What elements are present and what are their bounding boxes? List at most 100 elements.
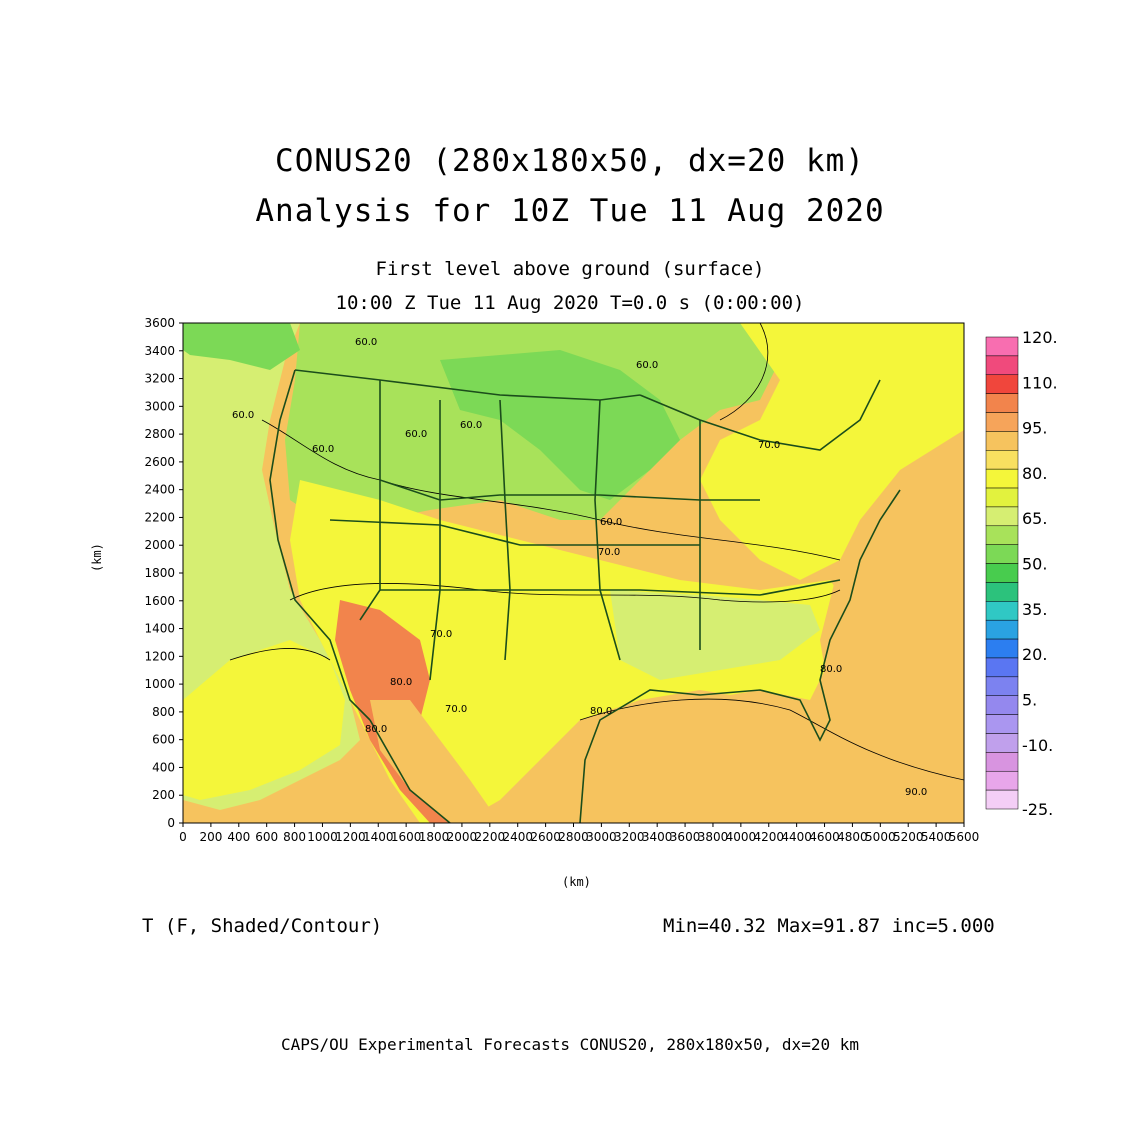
x-tick-label: 4400: [781, 830, 812, 844]
gulf-atlantic-coastline: [579, 489, 901, 823]
state-line: [379, 479, 760, 501]
y-tick-label: 2200: [144, 510, 175, 524]
contour-label: 60.0: [636, 360, 658, 371]
colorbar-label: 50.: [1022, 555, 1047, 574]
colorbar-swatch: [985, 752, 1019, 772]
contour-label: 80.0: [820, 664, 842, 675]
contour-label-group: 60.0 60.0 60.0 60.0 60.0 60.0 70.0 60.0 …: [232, 337, 927, 798]
contour-label: 70.0: [445, 704, 467, 715]
gulf-warm-field: [560, 690, 964, 823]
y-tick-label: 1600: [144, 594, 175, 608]
colorbar-label: 20.: [1022, 645, 1047, 664]
y-tick-label: 600: [152, 733, 175, 747]
colorbar-swatch: [985, 601, 1019, 621]
colorbar-label: 35.: [1022, 600, 1047, 619]
y-tick-label: 0: [167, 816, 175, 830]
colorbar-label: 120.: [1022, 328, 1058, 347]
y-axis: 0 200 400 600 800 1000 1200 1400 1600 1800 2000 220…: [144, 316, 183, 830]
colorbar-swatch: [985, 450, 1019, 470]
x-tick-label: 1800: [419, 830, 450, 844]
x-tick-label: 5000: [865, 830, 896, 844]
colorbar-swatch: [985, 657, 1019, 678]
y-tick-label: 1400: [144, 622, 175, 636]
x-tick-label: 3200: [614, 830, 645, 844]
y-tick-label: 1200: [144, 649, 175, 663]
contour-label: 60.0: [600, 517, 622, 528]
contour-line: [719, 323, 769, 421]
x-tick-label: 1200: [335, 830, 366, 844]
contour-label: 60.0: [232, 410, 254, 421]
colorbar-swatch: [985, 770, 1019, 791]
x-tick-label: 2800: [558, 830, 589, 844]
colorbar-swatch: [985, 638, 1019, 659]
contour-line: [229, 648, 331, 661]
contour-label: 60.0: [460, 420, 482, 431]
contour-lines: [229, 323, 964, 781]
state-line: [499, 399, 511, 661]
colorbar-swatch: [985, 619, 1019, 640]
y-tick-label: 200: [152, 788, 175, 802]
state-line: [594, 399, 621, 661]
x-tick-label: 200: [199, 830, 222, 844]
colorbar-swatch: [985, 563, 1019, 583]
x-tick-label: 5200: [893, 830, 924, 844]
us-canada-border: [294, 369, 641, 401]
colorbar-swatch: [985, 714, 1019, 734]
y-tick-label: 2800: [144, 427, 175, 441]
variable-label: T (F, Shaded/Contour): [142, 915, 383, 937]
contour-line: [261, 419, 841, 561]
state-line: [380, 579, 841, 596]
colorbar: 120. 110. 95. 80. 65. 50. 35. 20. 5. -10. -25.: [985, 328, 1058, 819]
x-tick-label: 4200: [753, 830, 784, 844]
plot-subtitle-time: 10:00 Z Tue 11 Aug 2020 T=0.0 s (0:00:00…: [335, 292, 805, 314]
temperature-map: 60.0 60.0 60.0 60.0 60.0 60.0 70.0 60.0 …: [183, 323, 964, 823]
colorbar-swatch: [985, 336, 1019, 357]
x-tick-label: 600: [255, 830, 278, 844]
colorbar-swatch: [985, 468, 1019, 489]
colorbar-swatch: [985, 695, 1019, 715]
x-tick-label: 2200: [475, 830, 506, 844]
x-tick-label: 400: [227, 830, 250, 844]
west-coastline: [269, 369, 371, 721]
plot-subtitle-level: First level above ground (surface): [375, 258, 765, 280]
colorbar-swatch: [985, 789, 1019, 810]
x-tick-label: 3400: [642, 830, 673, 844]
desert-orange-field: [370, 700, 500, 823]
contour-label: 80.0: [390, 677, 412, 688]
colorbar-label: 80.: [1022, 464, 1047, 483]
colorbar-swatch: [985, 431, 1019, 451]
credits-footer: CAPS/OU Experimental Forecasts CONUS20, …: [281, 1035, 859, 1054]
x-tick-label: 3000: [586, 830, 617, 844]
contour-label: 80.0: [590, 706, 612, 717]
contour-label: 90.0: [905, 787, 927, 798]
state-line: [359, 380, 381, 621]
y-tick-label: 3600: [144, 316, 175, 330]
contour-label: 70.0: [430, 629, 452, 640]
y-tick-label: 400: [152, 760, 175, 774]
contour-label: 60.0: [405, 429, 427, 440]
contour-label: 70.0: [758, 440, 780, 451]
contour-label: 80.0: [365, 724, 387, 735]
y-tick-label: 2600: [144, 455, 175, 469]
x-axis-label: (km): [562, 875, 591, 889]
y-tick-label: 1000: [144, 677, 175, 691]
colorbar-swatch: [985, 374, 1019, 394]
x-tick-label: 2400: [502, 830, 533, 844]
y-tick-label: 800: [152, 705, 175, 719]
x-tick-label: 1000: [307, 830, 338, 844]
colorbar-swatch: [985, 733, 1019, 753]
y-tick-label: 3400: [144, 344, 175, 358]
baja-coastline: [369, 719, 451, 823]
x-axis: 0 200 400 600 800 100012001400160018002000220…: [179, 823, 979, 844]
southeast-light-green: [610, 590, 820, 680]
northeast-yellow: [700, 323, 964, 580]
y-tick-label: 3200: [144, 372, 175, 386]
contour-label: 70.0: [598, 547, 620, 558]
plot-title-line-1: CONUS20 (280x180x50, dx=20 km): [275, 143, 865, 179]
x-tick-label: 4000: [726, 830, 757, 844]
y-tick-label: 1800: [144, 566, 175, 580]
colorbar-swatch: [985, 544, 1019, 564]
colorbar-swatch: [985, 393, 1019, 413]
x-tick-label: 2600: [530, 830, 561, 844]
